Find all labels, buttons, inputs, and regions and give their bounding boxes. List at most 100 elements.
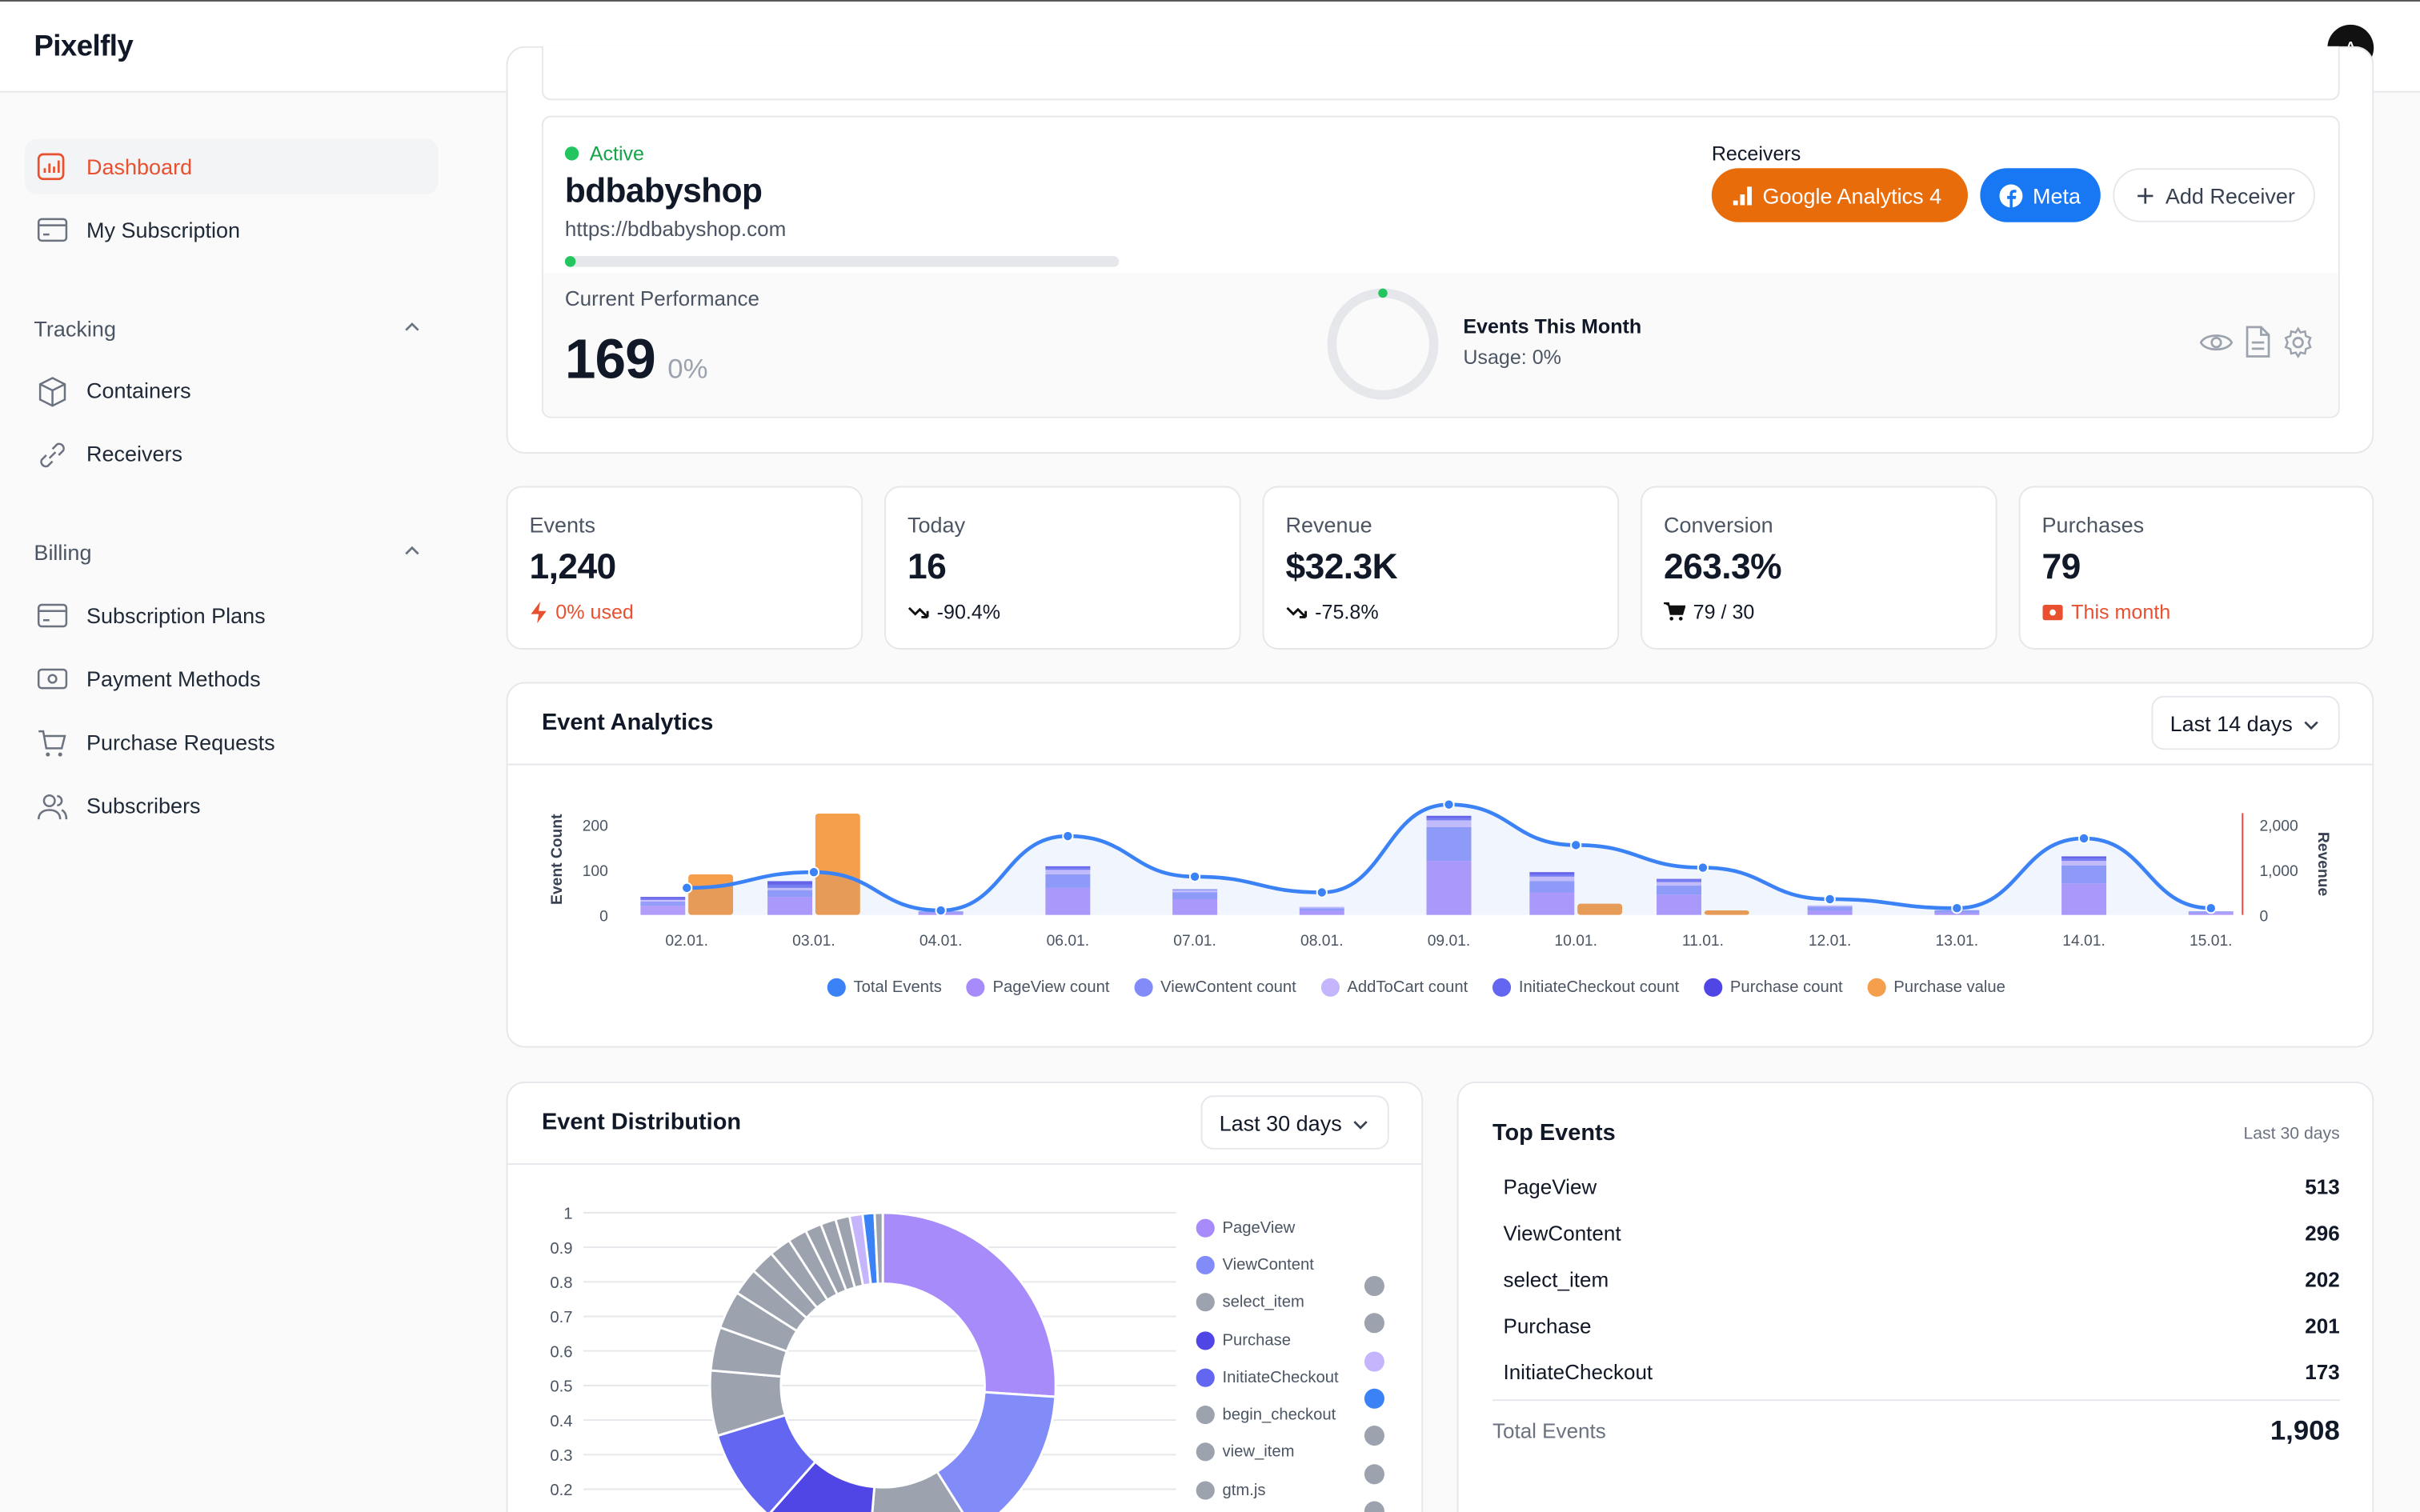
legend-item[interactable]: Purchase — [1196, 1331, 1291, 1350]
receiver-label: Meta — [2032, 182, 2081, 208]
x-tick-label: 11.01. — [1682, 933, 1724, 950]
bar-pageview-count — [767, 897, 813, 915]
table-row[interactable]: select_item 202 — [1503, 1268, 2339, 1291]
table-row[interactable]: ViewContent 296 — [1503, 1222, 2339, 1245]
analytics-range-select[interactable]: Last 14 days — [2151, 695, 2340, 750]
x-tick-label: 13.01. — [1936, 933, 1979, 950]
legend-page-dot[interactable] — [1364, 1426, 1384, 1446]
legend-item[interactable]: Purchase value — [1867, 978, 2005, 997]
bar-viewcontent-count — [1172, 892, 1218, 899]
sidebar-item-containers[interactable]: Containers — [25, 362, 439, 418]
bar-viewcontent-count — [1529, 881, 1575, 893]
legend-swatch — [1320, 978, 1340, 997]
divider — [507, 1163, 1422, 1166]
sidebar-item-subscription-plans[interactable]: Subscription Plans — [25, 588, 439, 643]
eye-icon[interactable] — [2199, 327, 2234, 358]
stat-sub-text: 0% used — [555, 600, 634, 624]
stat-sub-text: -75.8% — [1315, 600, 1379, 624]
legend-page-dot[interactable] — [1364, 1463, 1384, 1484]
y-tick-label: 0.8 — [550, 1274, 572, 1292]
legend-item[interactable]: select_item — [1196, 1293, 1304, 1312]
sidebar-item-subscribers[interactable]: Subscribers — [25, 778, 439, 833]
legend-item[interactable]: InitiateCheckout count — [1492, 978, 1679, 997]
slice-other-10 — [873, 1211, 884, 1286]
legend-swatch — [1196, 1331, 1215, 1350]
legend-item[interactable]: PageView — [1196, 1218, 1295, 1238]
money-icon — [37, 668, 68, 690]
table-row[interactable]: Purchase 201 — [1503, 1314, 2339, 1338]
bar-viewcontent-count — [640, 901, 686, 906]
sidebar-item-receivers[interactable]: Receivers — [25, 426, 439, 481]
legend-item[interactable]: InitiateCheckout — [1196, 1368, 1339, 1387]
legend-label: AddToCart count — [1347, 978, 1468, 997]
total-events-label: Total Events — [1492, 1419, 1606, 1443]
legend-label: PageView count — [992, 978, 1110, 997]
table-row[interactable]: InitiateCheckout 173 — [1503, 1361, 2339, 1384]
section-billing[interactable]: Billing — [34, 540, 92, 565]
add-receiver-button[interactable]: Add Receiver — [2113, 168, 2315, 222]
bar-purchase-count — [1657, 878, 1701, 880]
event-count: 513 — [2305, 1175, 2340, 1199]
sidebar-item-payment-methods[interactable]: Payment Methods — [25, 651, 439, 706]
sidebar-item-my-subscription[interactable]: My Subscription — [25, 202, 439, 258]
legend-item[interactable]: view_item — [1196, 1442, 1295, 1462]
legend-item[interactable]: ViewContent — [1196, 1255, 1314, 1275]
sidebar-item-label: Receivers — [86, 441, 183, 466]
y-tick-label: 0.7 — [550, 1309, 572, 1326]
section-tracking[interactable]: Tracking — [34, 316, 116, 342]
slice-viewcontent — [935, 1390, 1057, 1512]
ticket-icon — [2042, 604, 2063, 620]
legend-item[interactable]: Purchase count — [1704, 978, 1843, 997]
document-icon[interactable] — [2244, 326, 2272, 359]
legend-item[interactable]: PageView count — [966, 978, 1110, 997]
bar-addtocart-count — [1299, 906, 1344, 909]
slice-pageview — [881, 1211, 1057, 1398]
legend-item[interactable]: Total Events — [827, 978, 942, 997]
legend-page-dot[interactable] — [1364, 1388, 1384, 1409]
chevron-up-icon[interactable] — [403, 319, 421, 334]
chevron-up-icon[interactable] — [403, 543, 421, 558]
legend-item[interactable]: AddToCart count — [1320, 978, 1468, 997]
usage-ring-marker — [1378, 288, 1388, 298]
sidebar-item-label: Subscribers — [86, 793, 201, 818]
y-tick-label: 0.6 — [550, 1343, 572, 1361]
site-url[interactable]: https://bdbabyshop.com — [564, 217, 787, 241]
event-name: Purchase — [1503, 1314, 1592, 1338]
sidebar: Dashboard My Subscription Tracking Conta… — [0, 94, 471, 1512]
legend-swatch — [1196, 1442, 1215, 1462]
analytics-legend: Total Events PageView count ViewContent … — [827, 978, 2005, 997]
legend-page-dot[interactable] — [1364, 1501, 1384, 1512]
legend-page-dot[interactable] — [1364, 1313, 1384, 1334]
event-distribution-chart: 1 0.9 0.8 0.7 0.6 0.5 0.4 0.3 0.2 — [550, 1206, 1176, 1512]
bar-addtocart-count — [1807, 905, 1853, 907]
app-logo[interactable]: Pixelfly — [34, 30, 134, 64]
distribution-range-select[interactable]: Last 30 days — [1200, 1095, 1389, 1150]
gear-icon[interactable] — [2281, 326, 2314, 359]
receiver-ga4-button[interactable]: Google Analytics 4 — [1711, 168, 1968, 222]
sidebar-item-purchase-requests[interactable]: Purchase Requests — [25, 714, 439, 770]
usage-progress-bar — [564, 256, 1120, 267]
event-name: InitiateCheckout — [1503, 1361, 1653, 1384]
legend-page-dot[interactable] — [1364, 1275, 1384, 1297]
bar-addtocart-count — [640, 900, 686, 902]
legend-item[interactable]: gtm.js — [1196, 1481, 1265, 1500]
legend-page-dot[interactable] — [1364, 1350, 1384, 1371]
legend-item[interactable]: ViewContent count — [1134, 978, 1296, 997]
point-total-events — [1443, 798, 1455, 810]
stat-sub: 79 / 30 — [1664, 600, 1974, 623]
top-events-range: Last 30 days — [2243, 1124, 2340, 1144]
event-count: 202 — [2305, 1268, 2340, 1292]
table-row[interactable]: PageView 513 — [1503, 1176, 2339, 1199]
stat-value: 1,240 — [529, 546, 617, 586]
legend-label: view_item — [1222, 1442, 1295, 1462]
stat-card-conversion: Conversion 263.3% 79 / 30 — [1641, 486, 1997, 650]
legend-item[interactable]: begin_checkout — [1196, 1405, 1336, 1425]
sidebar-item-dashboard[interactable]: Dashboard — [24, 138, 439, 195]
receiver-meta-button[interactable]: Meta — [1980, 168, 2101, 222]
point-total-events — [1062, 830, 1074, 842]
performance-percent: 0% — [667, 353, 708, 385]
bar-purchase-count — [1426, 815, 1472, 818]
y-axis-label: Event Count — [549, 814, 566, 905]
event-analytics-chart: Event Count 0 100 200 0 1,000 2,000 Revenue 02.0… — [549, 798, 2331, 950]
point-total-events — [1951, 902, 1963, 914]
